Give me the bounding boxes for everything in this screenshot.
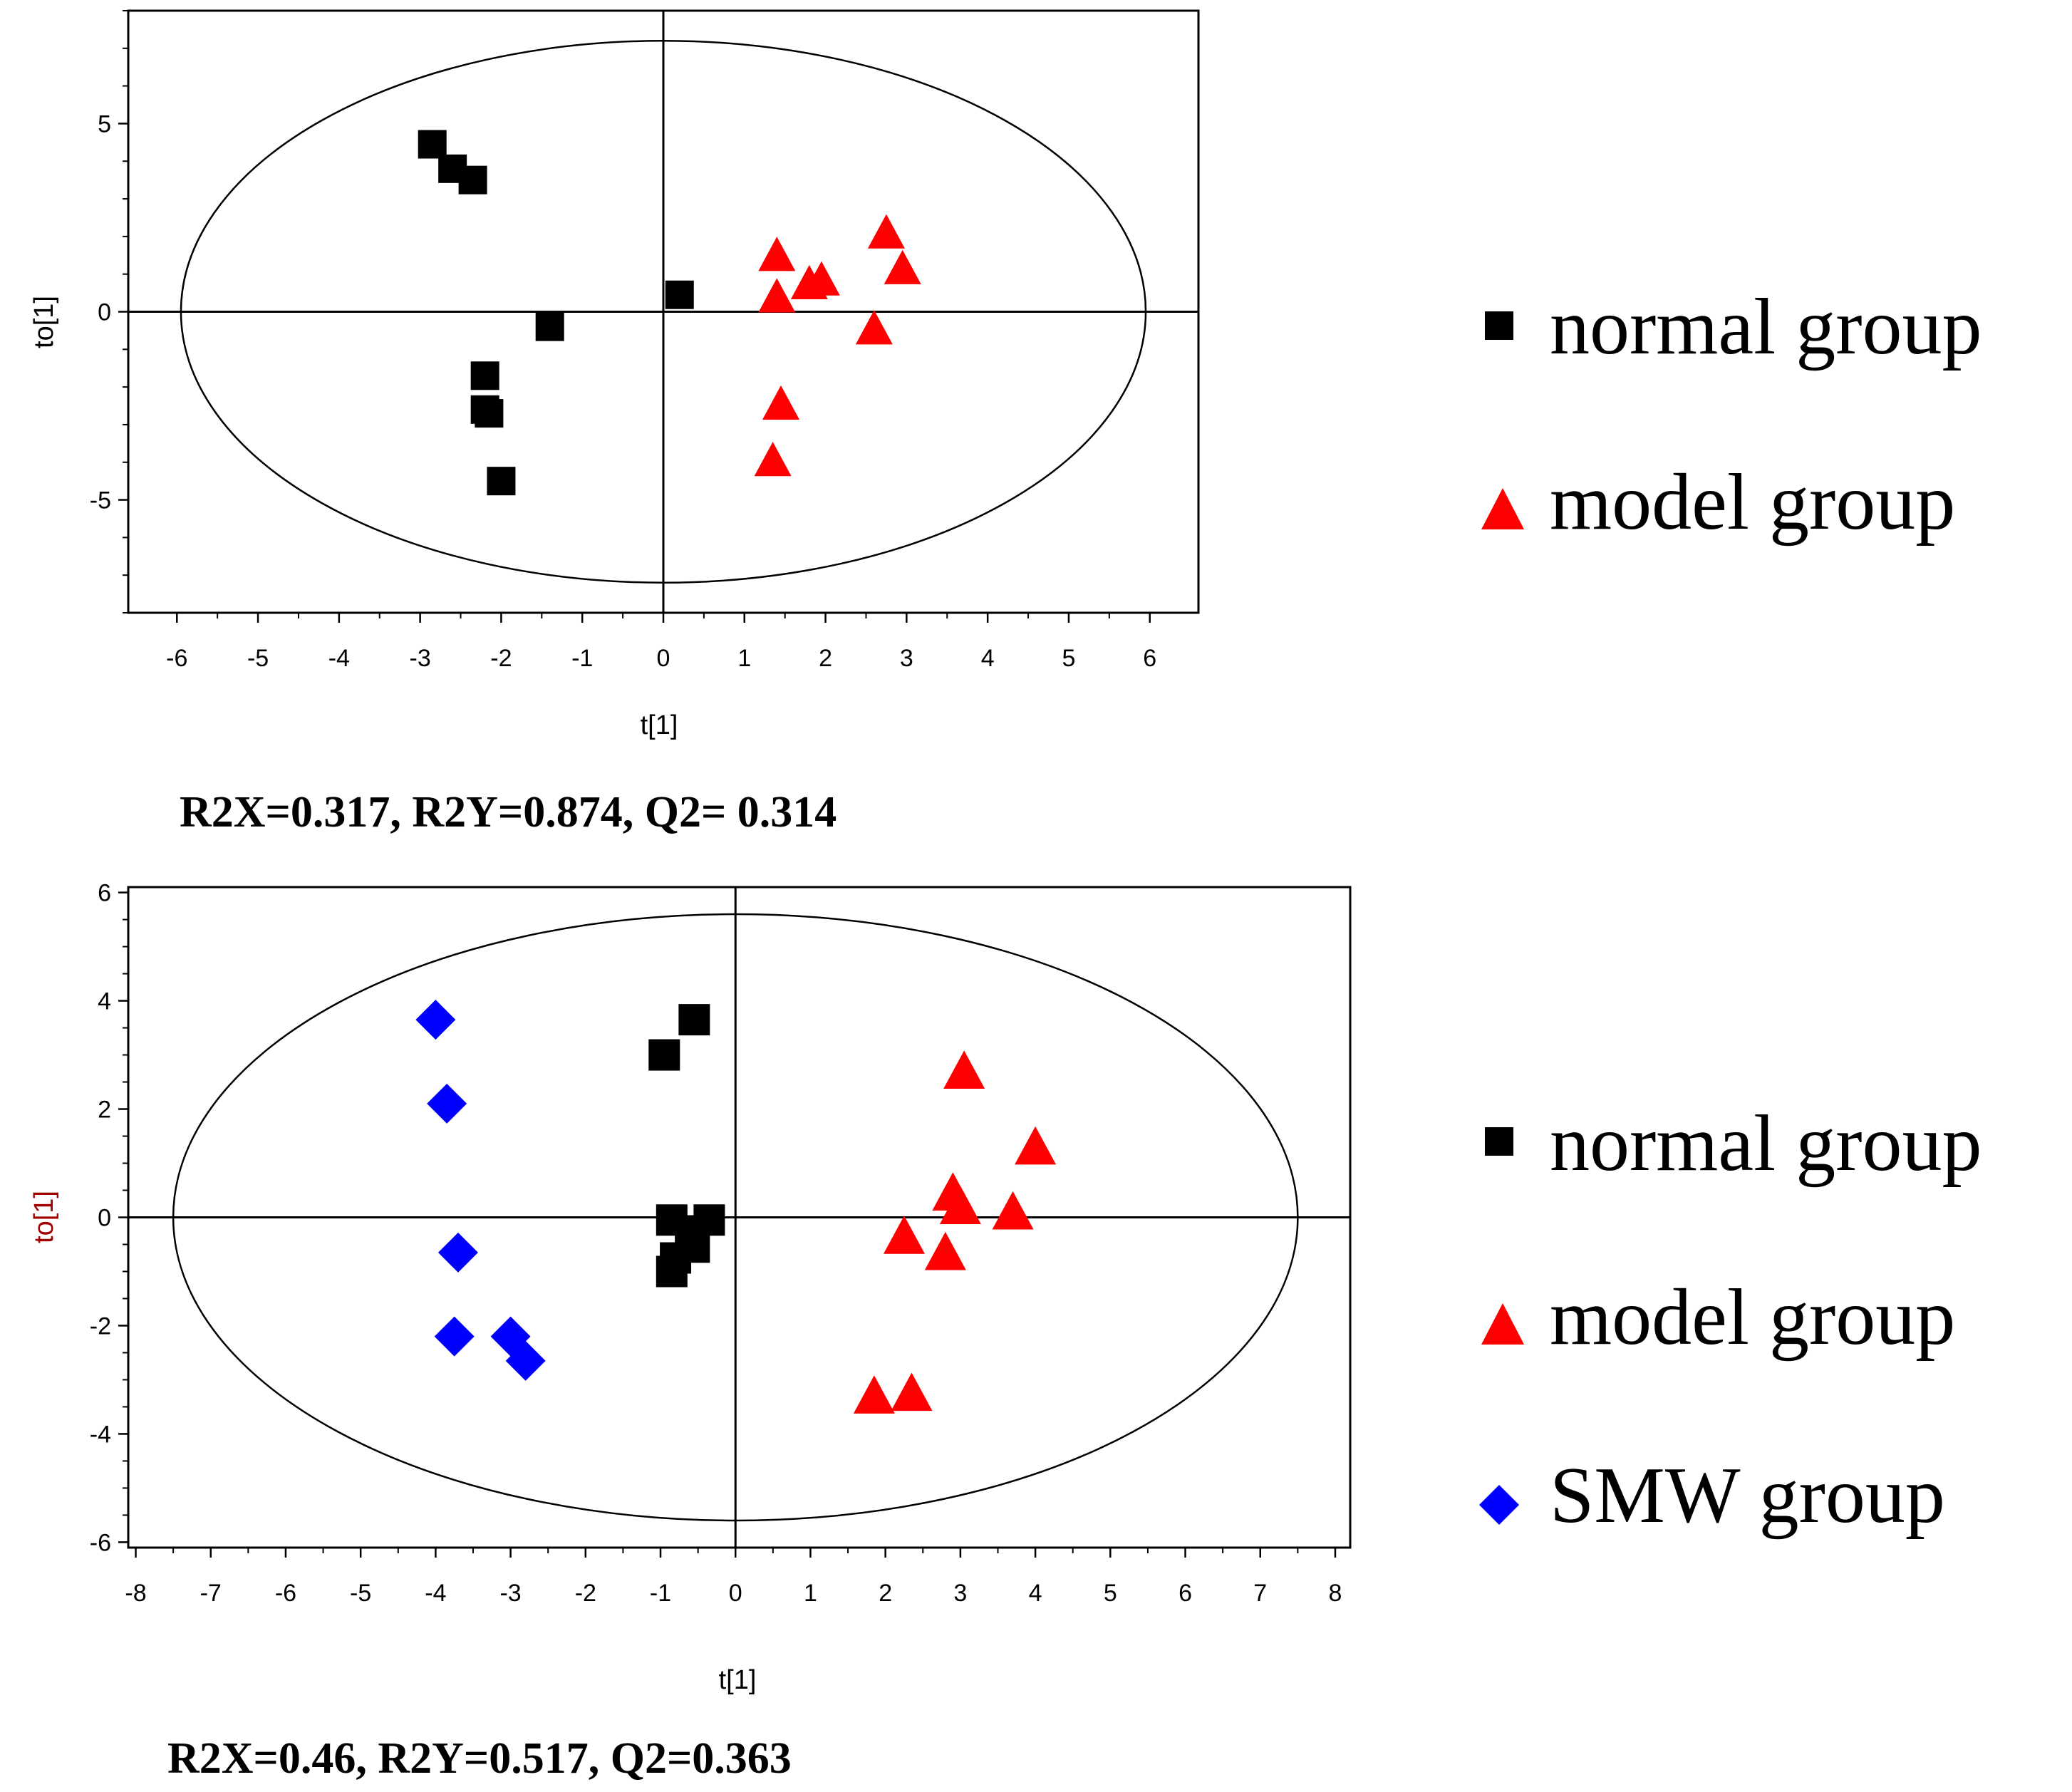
data-point-smw-group	[505, 1340, 546, 1381]
x-tick-label: 8	[1328, 1580, 1342, 1607]
data-point-normal-group	[475, 399, 504, 428]
y-tick-label: -5	[90, 487, 111, 514]
x-tick-label: -2	[490, 645, 512, 672]
confidence-ellipse	[180, 40, 1147, 584]
legend-square-marker	[1485, 1127, 1513, 1156]
data-point-model-group	[802, 261, 840, 296]
data-point-model-group	[992, 1191, 1034, 1230]
x-tick-label: -1	[571, 645, 593, 672]
top-chart: -6 -5 -4 -3 -2 -1 0 1 2 3 4 5 6 -5 0 5 to[1] t[1] R2X=0…	[29, 9, 1200, 837]
data-point-model-group	[883, 1216, 925, 1254]
data-point-normal-group	[418, 130, 447, 159]
x-tick-label: -6	[166, 645, 187, 672]
data-point-smw-group	[437, 1232, 478, 1273]
bottom-fit-stats: R2X=0.46, R2Y=0.517, Q2=0.363	[167, 1734, 792, 1783]
data-point-normal-group	[458, 165, 487, 195]
data-point-normal-group	[470, 361, 499, 390]
x-tick-label: -2	[575, 1580, 596, 1607]
x-tick-label: -6	[275, 1580, 296, 1607]
x-tick-label: -3	[410, 645, 431, 672]
x-tick-label: 3	[900, 645, 913, 672]
x-tick-label: 4	[981, 645, 995, 672]
y-tick-label: 5	[98, 110, 111, 138]
x-tick-label: -4	[328, 645, 350, 672]
bottom-legend-item-normal: normal group	[1485, 1099, 1982, 1188]
bottom-y-axis-title: to[1]	[29, 1191, 59, 1243]
data-point-model-group	[884, 249, 921, 284]
y-tick-label: -2	[90, 1312, 111, 1340]
x-tick-label: 1	[804, 1580, 817, 1607]
data-point-normal-group	[648, 1039, 680, 1071]
legend-label-normal: normal group	[1550, 1099, 1982, 1188]
data-point-model-group	[891, 1372, 933, 1412]
legend-label-model: model group	[1550, 458, 1955, 547]
data-point-model-group	[939, 1186, 981, 1224]
x-tick-label: 6	[1143, 645, 1156, 672]
bottom-legend-item-smw: SMW group	[1479, 1451, 1945, 1540]
data-point-smw-group	[434, 1316, 475, 1357]
data-point-model-group	[943, 1050, 985, 1089]
top-legend-item-model: model group	[1481, 458, 1955, 547]
bottom-legend: normal group model group SMW group	[1479, 1099, 1982, 1540]
bottom-x-axis-title: t[1]	[719, 1665, 757, 1695]
data-point-model-group	[855, 310, 893, 345]
x-tick-label: -5	[350, 1580, 371, 1607]
legend-label-model: model group	[1550, 1273, 1955, 1362]
legend-triangle-marker	[1481, 488, 1524, 529]
top-legend-item-normal: normal group	[1485, 283, 1982, 371]
legend-label-smw: SMW group	[1550, 1451, 1945, 1540]
legend-diamond-marker	[1479, 1485, 1519, 1525]
top-legend: normal group model group	[1481, 283, 1982, 547]
data-point-normal-group	[678, 1004, 710, 1036]
x-tick-label: 5	[1062, 645, 1075, 672]
top-fit-stats: R2X=0.317, R2Y=0.874, Q2= 0.314	[180, 788, 836, 837]
data-point-model-group	[1015, 1126, 1057, 1165]
confidence-ellipse	[172, 913, 1299, 1522]
legend-label-normal: normal group	[1550, 283, 1982, 371]
data-point-normal-group	[656, 1255, 688, 1288]
y-tick-label: -6	[90, 1529, 111, 1556]
data-point-smw-group	[427, 1083, 467, 1124]
x-tick-label: 2	[879, 1580, 892, 1607]
legend-triangle-marker	[1481, 1303, 1524, 1345]
bottom-chart: -8 -7 -6 -5 -4 -3 -2 -1 0 1 2 3 4 5 6 7 8 -6 -4 -2 0 2 4 6 to[1…	[29, 880, 1352, 1783]
x-tick-label: 5	[1104, 1580, 1117, 1607]
top-y-axis-title: to[1]	[29, 296, 59, 348]
data-point-model-group	[924, 1231, 966, 1270]
data-point-model-group	[853, 1375, 895, 1414]
bottom-legend-item-model: model group	[1481, 1273, 1955, 1362]
data-point-model-group	[762, 385, 799, 420]
x-tick-label: 0	[657, 645, 670, 672]
x-tick-label: 2	[819, 645, 832, 672]
data-point-model-group	[758, 237, 796, 271]
x-tick-label: -8	[125, 1580, 146, 1607]
y-tick-label: 0	[98, 1205, 111, 1232]
x-tick-label: -3	[499, 1580, 521, 1607]
y-tick-label: 6	[98, 880, 111, 907]
data-point-normal-group	[535, 312, 564, 341]
x-tick-label: 6	[1179, 1580, 1192, 1607]
legend-square-marker	[1485, 311, 1513, 340]
x-tick-label: 4	[1029, 1580, 1042, 1607]
x-tick-label: -7	[200, 1580, 222, 1607]
y-tick-label: 0	[98, 299, 111, 326]
data-point-model-group	[867, 214, 905, 249]
data-point-model-group	[754, 442, 792, 477]
data-point-model-group	[758, 278, 796, 313]
y-tick-label: -4	[90, 1421, 111, 1448]
x-tick-label: -5	[247, 645, 269, 672]
top-x-axis-title: t[1]	[641, 710, 678, 740]
y-tick-label: 2	[98, 1097, 111, 1124]
x-tick-label: 3	[953, 1580, 967, 1607]
x-tick-label: -1	[650, 1580, 671, 1607]
x-tick-label: 1	[737, 645, 751, 672]
x-tick-label: 7	[1253, 1580, 1267, 1607]
data-point-smw-group	[415, 1000, 456, 1040]
data-point-normal-group	[487, 467, 516, 496]
x-tick-label: -4	[425, 1580, 446, 1607]
y-tick-label: 4	[98, 988, 111, 1015]
x-tick-label: 0	[729, 1580, 742, 1607]
data-point-normal-group	[665, 280, 694, 309]
